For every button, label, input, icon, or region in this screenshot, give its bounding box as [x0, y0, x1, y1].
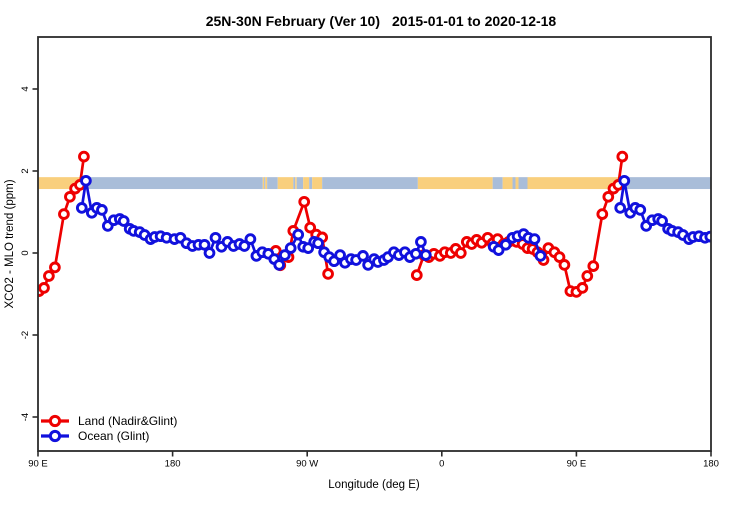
data-point-marker — [576, 282, 589, 294]
data-point-marker — [203, 247, 216, 259]
data-point-marker — [244, 233, 257, 245]
plot-border — [37, 36, 712, 452]
map-band-segment-land — [262, 177, 265, 190]
data-point-marker — [334, 249, 346, 261]
x-axis: 90 E 180 90 W 0 90 E 180 — [28, 451, 719, 470]
map-band-segment-land — [38, 177, 82, 190]
map-band-segment-ocean — [512, 177, 516, 190]
map-band-segment-land — [303, 177, 310, 190]
data-point-marker — [415, 236, 427, 248]
data-point-marker — [43, 270, 55, 282]
legend-marker-ocean — [48, 429, 62, 443]
data-point-marker — [581, 270, 594, 282]
data-point-marker — [656, 215, 668, 227]
x-tick-label: 90 E — [28, 459, 48, 470]
data-point-marker — [634, 204, 647, 216]
data-point-marker — [558, 259, 571, 271]
map-band-segment-land — [527, 177, 620, 190]
data-point-marker — [322, 268, 334, 280]
data-point-marker — [64, 190, 76, 203]
data-point-marker — [278, 249, 291, 261]
map-band-segment-land — [295, 177, 297, 190]
chart-title-dates: 2015-01-01 to 2020-12-18 — [392, 13, 556, 29]
x-axis-title: Longitude (deg E) — [328, 479, 420, 491]
data-point-marker — [198, 238, 211, 251]
data-point-marker — [117, 215, 130, 227]
map-band-segment-ocean — [293, 177, 296, 190]
data-point-marker — [312, 237, 324, 250]
y-axis-title: XCO2 - MLO trend (ppm) — [4, 179, 16, 308]
series-line — [38, 156, 86, 293]
y-tick-label: -4 — [20, 413, 31, 421]
map-band-segment-land — [502, 177, 513, 190]
y-tick-label: 0 — [20, 250, 31, 255]
chart-title-main: 25N-30N February (Ver 10) — [206, 13, 380, 29]
y-tick-label: -2 — [20, 331, 31, 339]
series-ocean — [75, 174, 711, 271]
map-band — [38, 177, 711, 190]
legend-marker-land — [48, 414, 62, 428]
data-point-marker — [419, 249, 432, 261]
x-tick-label: 180 — [165, 459, 181, 470]
data-point-marker — [534, 250, 547, 262]
data-point-marker — [284, 242, 297, 254]
data-point-marker — [528, 233, 541, 245]
data-point-marker — [298, 195, 311, 208]
data-point-marker — [49, 261, 61, 274]
y-tick-label: 2 — [20, 168, 31, 173]
data-point-marker — [410, 247, 422, 260]
map-band-segment-land — [515, 177, 519, 190]
data-point-marker — [38, 282, 50, 294]
x-tick-label: 180 — [703, 459, 719, 470]
data-point-marker — [58, 208, 70, 220]
data-point-marker — [78, 150, 90, 163]
map-band-segment-land — [277, 177, 294, 190]
x-tick-label: 90 E — [567, 459, 587, 470]
data-point-marker — [587, 260, 600, 272]
map-band-segment-ocean — [492, 177, 503, 190]
map-band-segment-ocean — [264, 177, 266, 190]
data-point-marker — [238, 240, 251, 252]
data-point-marker — [602, 190, 615, 203]
data-point-marker — [75, 202, 88, 214]
map-band-segment-land — [312, 177, 323, 190]
map-band-segment-ocean — [296, 177, 304, 190]
data-point-marker — [273, 259, 286, 271]
legend-label-land: Land (Nadir&Glint) — [78, 414, 177, 428]
data-point-marker — [618, 174, 631, 187]
data-point-marker — [553, 251, 566, 263]
legend: Land (Nadir&Glint) Ocean (Glint) — [41, 414, 177, 443]
data-point-marker — [454, 247, 467, 259]
map-band-segment-ocean — [619, 177, 711, 190]
x-tick-label: 0 — [439, 459, 444, 470]
data-point-marker — [499, 238, 512, 251]
data-point-marker — [292, 228, 305, 241]
y-tick-label: 4 — [20, 86, 31, 91]
data-point-marker — [209, 231, 222, 244]
x-tick-label: 90 W — [296, 459, 318, 470]
data-point-marker — [96, 204, 108, 216]
data-point-marker — [80, 174, 92, 187]
map-band-segment-ocean — [267, 177, 278, 190]
legend-entry-ocean: Ocean (Glint) — [41, 429, 149, 443]
map-band-segment-ocean — [309, 177, 313, 190]
legend-entry-land: Land (Nadir&Glint) — [41, 414, 177, 428]
map-band-segment-ocean — [81, 177, 263, 190]
data-point-marker — [596, 208, 609, 220]
map-band-segment-ocean — [518, 177, 528, 190]
data-point-marker — [614, 202, 627, 214]
map-band-segment-ocean — [322, 177, 418, 190]
data-point-marker — [304, 221, 317, 234]
data-point-marker — [357, 250, 369, 262]
data-series — [38, 150, 711, 298]
map-band-segment-land — [265, 177, 268, 190]
data-point-marker — [616, 150, 629, 163]
series-land — [38, 150, 629, 298]
map-band-segment-land — [417, 177, 493, 190]
data-point-marker — [410, 269, 423, 281]
y-axis: -4 -2 0 2 4 — [20, 86, 38, 421]
legend-label-ocean: Ocean (Glint) — [78, 429, 149, 443]
